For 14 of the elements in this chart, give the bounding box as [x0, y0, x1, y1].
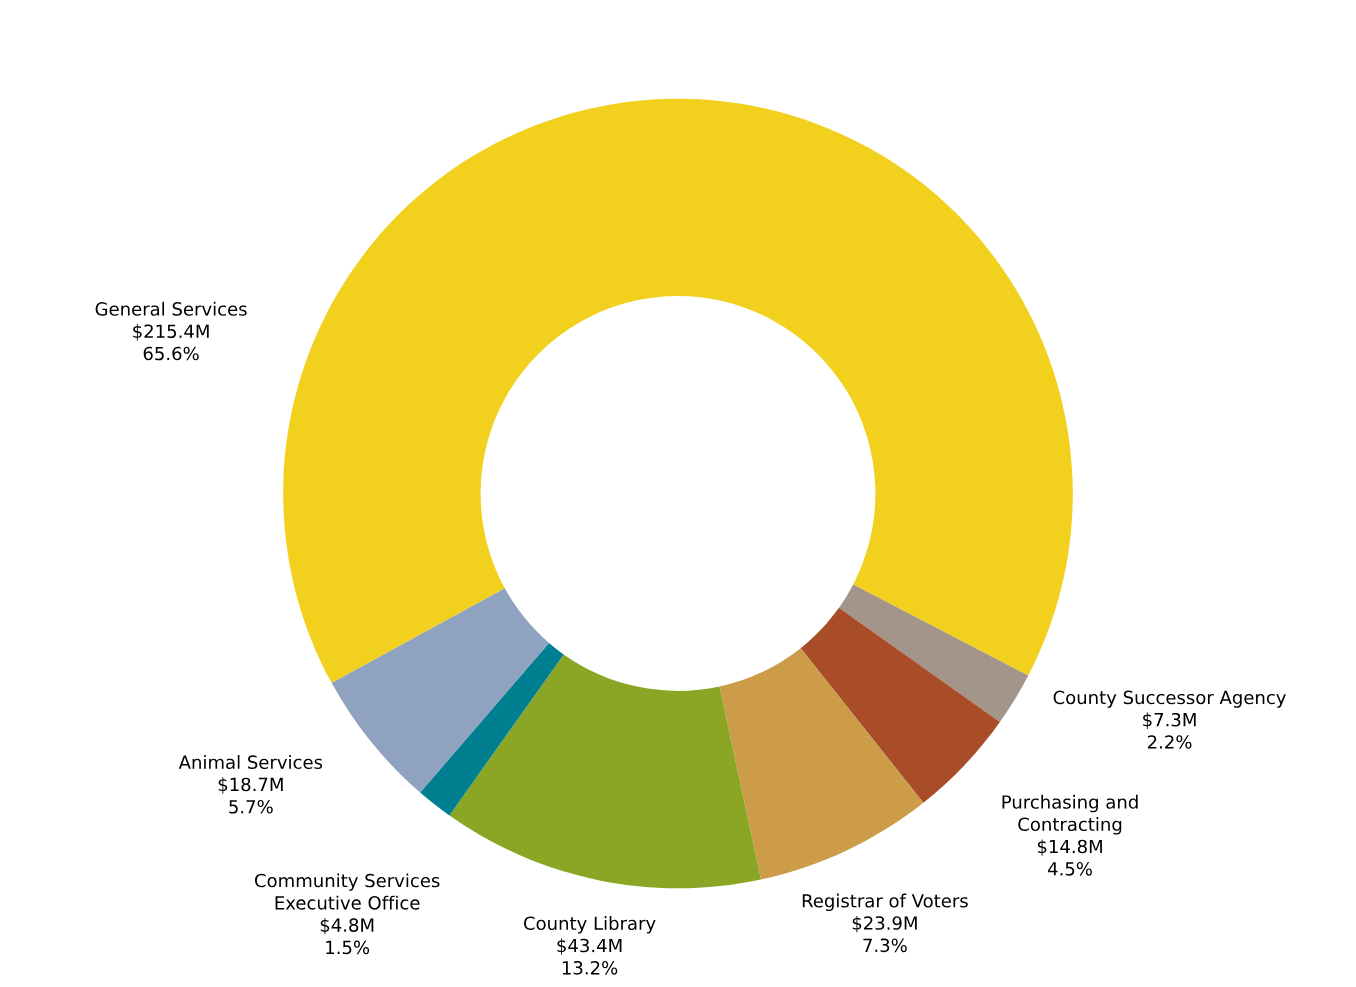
slice-label: Community Services Executive Office $4.8M [254, 873, 440, 935]
data-label: 65.6% [143, 346, 199, 361]
data-label: 5.7% [229, 799, 273, 814]
data-label: 7.3% [863, 938, 907, 953]
slice-label: General Services $215.4M [95, 301, 247, 341]
slice-label: Purchasing and Contracting $14.8M [1002, 794, 1138, 856]
slice-label: Animal Services $18.7M [178, 755, 323, 794]
slice-label: County Successor Agency $7.3M [1053, 690, 1286, 729]
data-label: 1.5% [326, 940, 370, 955]
data-label: 4.5% [1047, 861, 1092, 876]
slice-label: County Library $43.4M [523, 916, 656, 955]
slice-label: Registrar of Voters $23.9M [802, 893, 968, 933]
data-label: 13.2% [562, 960, 618, 975]
data-label: 2.2% [1147, 735, 1192, 749]
